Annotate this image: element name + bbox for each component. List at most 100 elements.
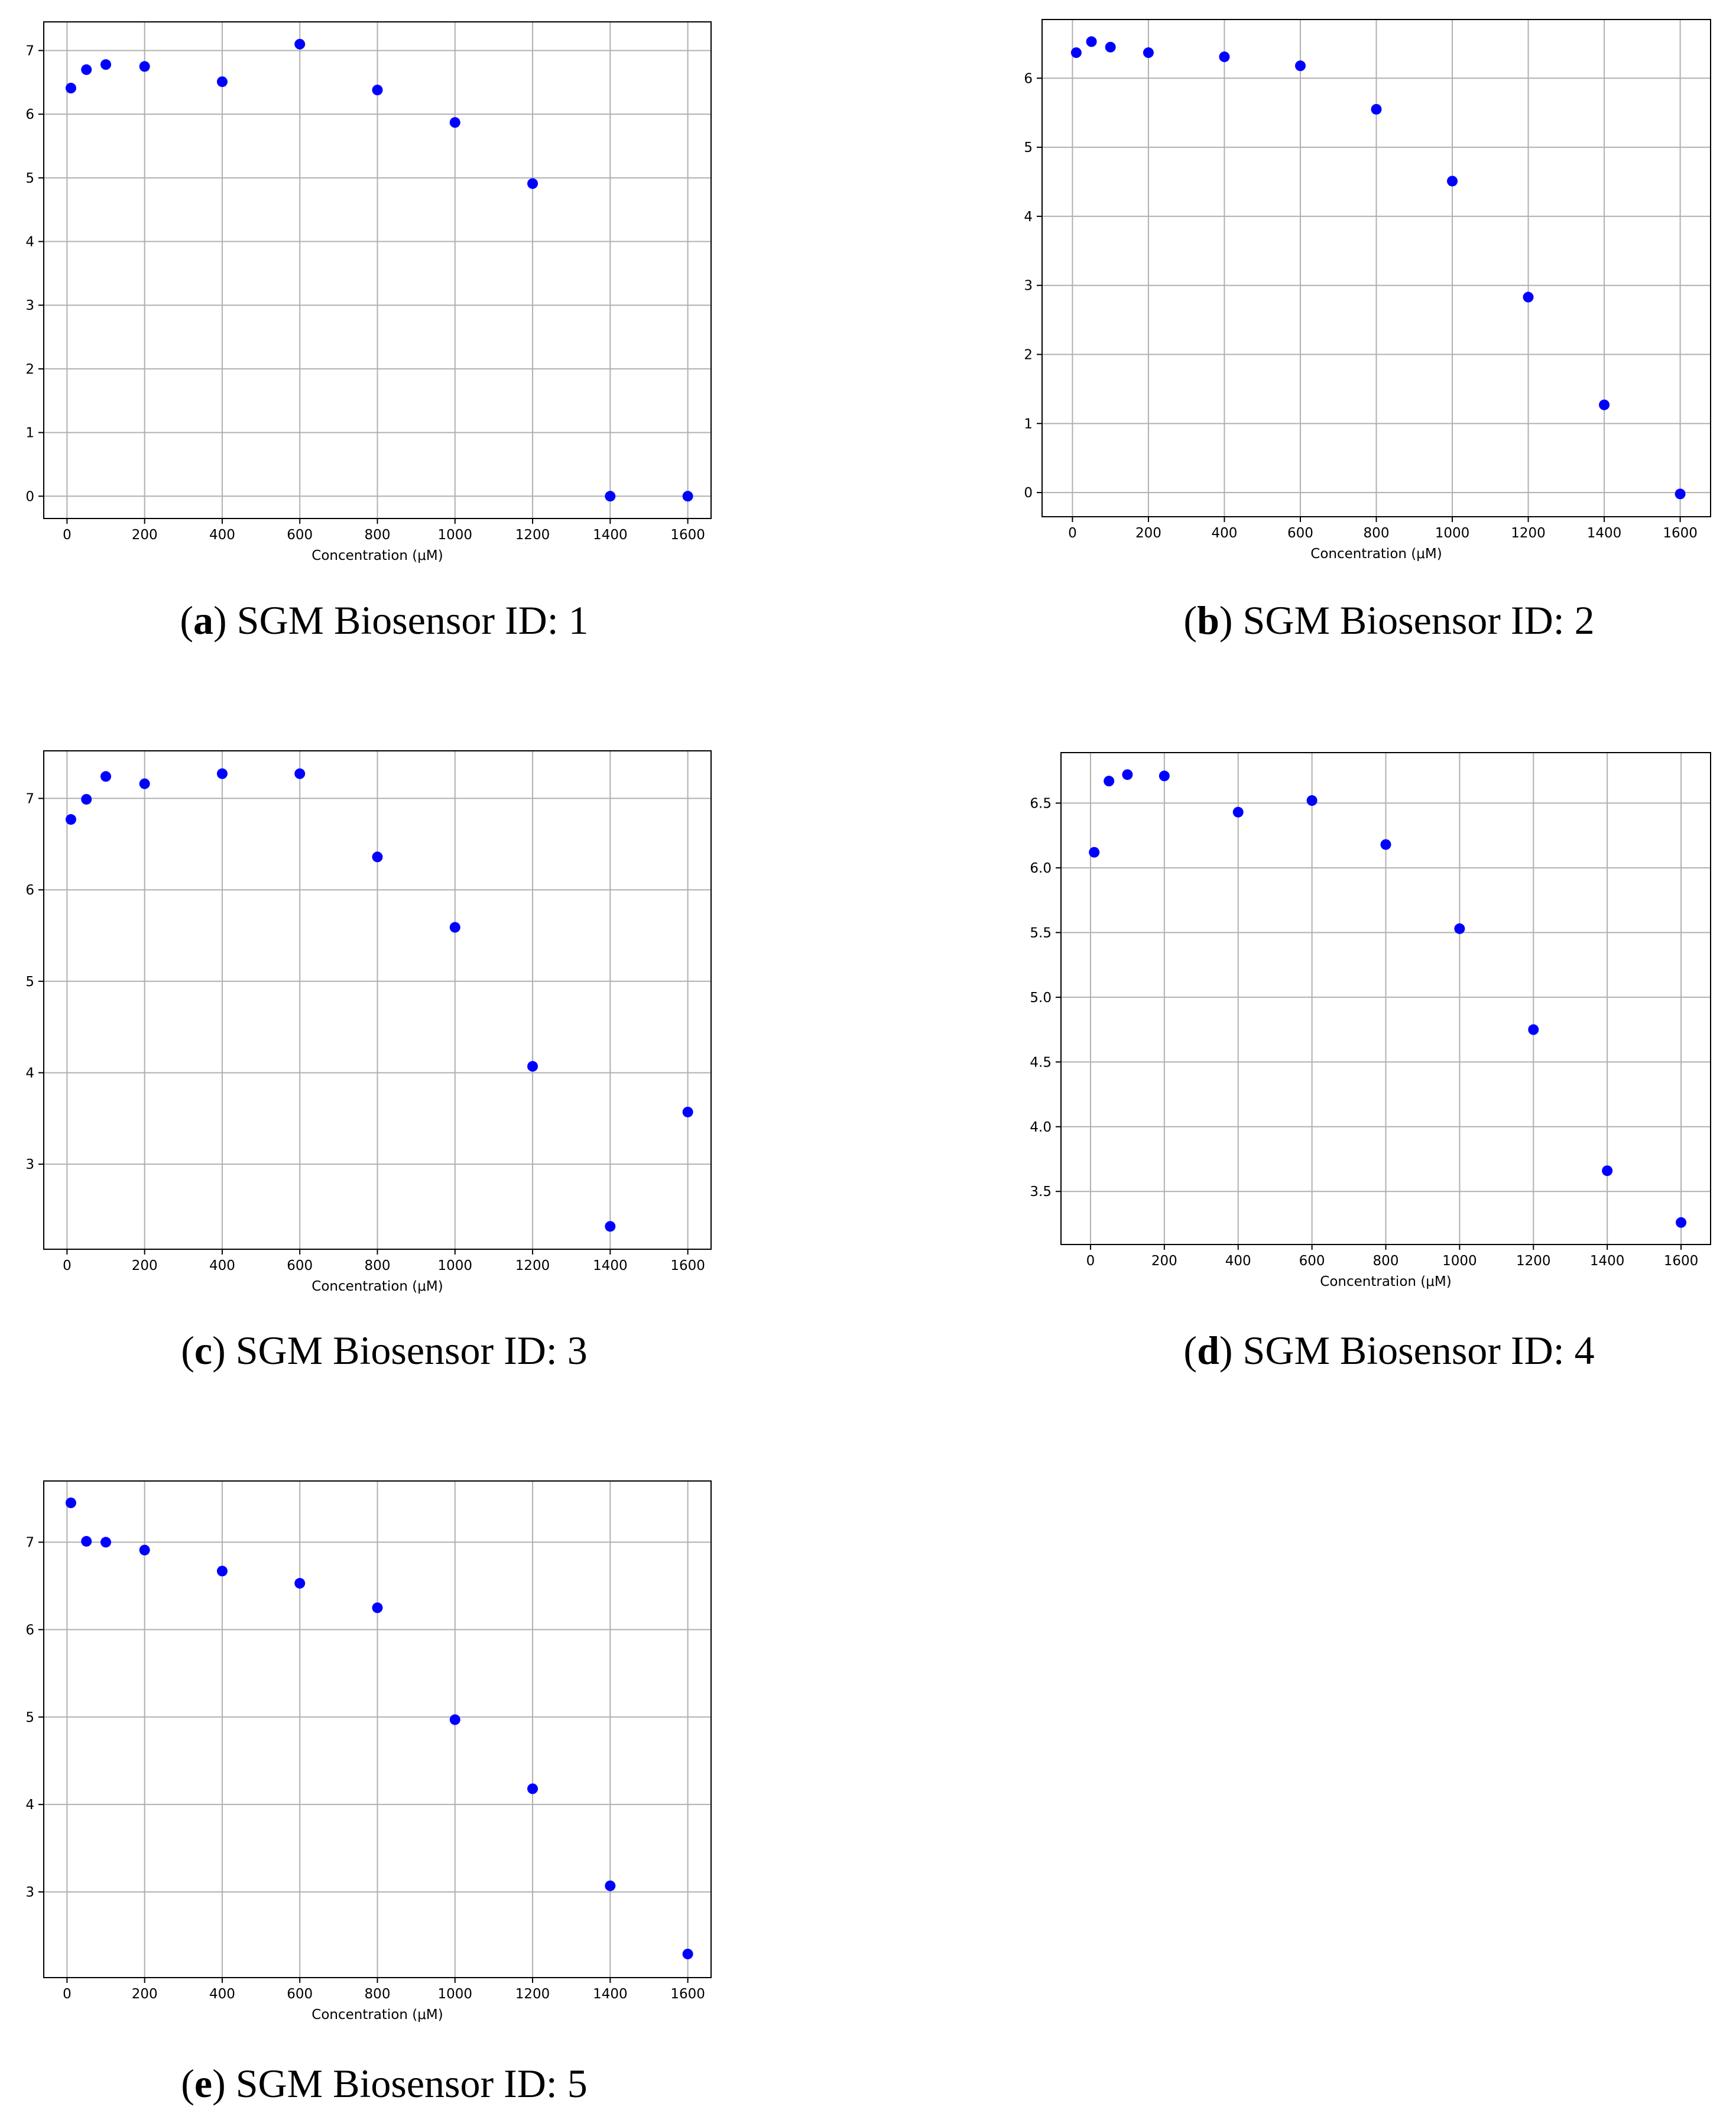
data-point	[1294, 60, 1306, 72]
x-tick-label: 1200	[515, 1258, 550, 1273]
x-tick-label: 800	[1373, 1253, 1399, 1269]
data-point	[81, 1536, 92, 1547]
x-tick-label: 200	[132, 527, 158, 543]
x-tick-label: 1400	[1587, 526, 1622, 541]
caption-d: (d) SGM Biosensor ID: 4	[1183, 1328, 1595, 1373]
data-point	[1447, 176, 1458, 187]
data-point	[372, 851, 383, 863]
data-point	[139, 61, 150, 72]
y-tick-label: 3	[25, 298, 34, 313]
chart-panel-d: 0 200 400 600 800 1000 1200 1400 1600 3.5 4.0 4.5 5.…	[1030, 752, 1711, 1373]
caption-letter-c: c	[194, 1328, 213, 1373]
data-point	[527, 178, 538, 189]
data-point	[1104, 776, 1115, 787]
y-tick-label: 4	[25, 235, 34, 250]
data-point	[1306, 795, 1318, 806]
x-tick-label: 0	[63, 527, 72, 543]
scatter-plot-a: 0 200 400 600 800 1000 1200 1400 1600 0 1 2 3 4 5 6 7 Con…	[25, 21, 712, 563]
chart-panel-b: 0 200 400 600 800 1000 1200 1400 1600 0 1 2 3 4 5 6 Conc…	[0, 0, 1736, 698]
data-points-a	[65, 38, 693, 502]
x-axis-label-e: Concentration (μM)	[311, 2007, 443, 2023]
x-tick-label: 1200	[515, 527, 550, 543]
x-tick-label: 1200	[1511, 526, 1546, 541]
x-tick-label: 800	[365, 527, 391, 543]
data-point	[449, 1714, 460, 1725]
chart-panel-c: 0 200 400 600 800 1000 1200 1400 1600 3 4 5 6 7 Concen…	[0, 0, 863, 1431]
data-point	[1122, 769, 1133, 780]
x-tick-label: 1000	[438, 1258, 473, 1273]
x-axis-label-b: Concentration (μM)	[1310, 546, 1442, 562]
data-point	[139, 778, 150, 789]
caption-c: (c) SGM Biosensor ID: 3	[181, 1328, 588, 1373]
data-point	[1675, 488, 1686, 500]
y-tick-label: 6.5	[1030, 796, 1052, 811]
y-tick-label: 5	[1024, 140, 1033, 155]
x-tick-label: 400	[1212, 526, 1238, 541]
y-tick-label: 6	[1024, 71, 1033, 86]
data-point	[372, 85, 383, 96]
x-tick-label: 400	[1225, 1253, 1251, 1269]
x-tick-label: 1400	[1590, 1253, 1625, 1269]
data-point	[449, 117, 460, 128]
x-tick-label: 600	[1287, 526, 1313, 541]
x-tick-label: 400	[209, 1986, 235, 2002]
y-tick-label: 7	[25, 1535, 34, 1551]
x-tick-label: 200	[132, 1258, 158, 1273]
data-point	[1143, 47, 1154, 59]
caption-text-d: SGM Biosensor ID: 4	[1242, 1328, 1595, 1373]
x-tick-label: 1600	[1663, 526, 1698, 541]
x-tick-label: 1000	[1435, 526, 1470, 541]
x-tick-label: 1000	[438, 527, 473, 543]
data-point	[81, 64, 92, 75]
chart-panel-a: 0 200 400 600 800 1000 1200 1400 1600 0 1 2 3 4 5 6 7 Con…	[0, 0, 863, 698]
y-tick-label: 4.5	[1030, 1055, 1052, 1070]
y-tick-label: 5	[25, 974, 34, 990]
y-tick-label: 6.0	[1030, 861, 1052, 876]
y-tick-label: 4	[25, 1797, 34, 1813]
caption-text-c: SGM Biosensor ID: 3	[235, 1328, 588, 1373]
y-tick-label: 4	[25, 1065, 34, 1081]
x-tick-label: 600	[287, 1986, 313, 2002]
x-tick-label: 1400	[593, 1986, 628, 2002]
grid-c	[44, 751, 711, 1249]
x-tick-label: 400	[209, 1258, 235, 1273]
x-tick-label: 1000	[1442, 1253, 1477, 1269]
data-point	[1159, 770, 1170, 782]
x-tick-label: 200	[132, 1986, 158, 2002]
y-tick-label: 3	[1024, 278, 1033, 294]
y-tick-label: 6	[25, 107, 34, 122]
x-tick-label: 1200	[1516, 1253, 1551, 1269]
data-point	[1676, 1217, 1687, 1228]
data-point	[1380, 839, 1391, 850]
data-point	[1528, 1024, 1539, 1035]
grid-d	[1061, 753, 1711, 1245]
data-point	[216, 1566, 228, 1577]
data-points-b	[1070, 36, 1686, 500]
x-tick-label: 400	[209, 527, 235, 543]
caption-text-a: SGM Biosensor ID: 1	[236, 598, 589, 643]
scatter-plot-e: 0 200 400 600 800 1000 1200 1400 1600 3 4 5 6 7 Concen…	[25, 1480, 712, 2023]
y-tick-label: 0	[1024, 485, 1033, 501]
y-tick-label: 1	[1024, 416, 1033, 432]
y-tick-label: 3.5	[1030, 1184, 1052, 1200]
caption-letter-e: e	[194, 2061, 213, 2106]
x-tick-label: 0	[1068, 526, 1077, 541]
y-tick-label: 2	[1024, 348, 1033, 363]
x-tick-label: 0	[63, 1258, 72, 1273]
x-tick-label: 800	[1364, 526, 1390, 541]
data-point	[100, 771, 112, 782]
grid-a	[44, 22, 711, 518]
chart-panel-e: 0 200 400 600 800 1000 1200 1400 1600 3 4 5 6 7 Concen…	[0, 0, 863, 2126]
data-point	[100, 1537, 112, 1548]
caption-a: (a) SGM Biosensor ID: 1	[180, 598, 589, 643]
data-point	[605, 491, 616, 502]
y-tick-label: 4.0	[1030, 1120, 1052, 1135]
data-point	[682, 1949, 693, 1960]
y-tick-label: 5.5	[1030, 925, 1052, 941]
x-axis-label-d: Concentration (μM)	[1320, 1274, 1451, 1289]
data-point	[65, 1497, 76, 1508]
x-tick-label: 800	[365, 1986, 391, 2002]
data-point	[682, 491, 693, 502]
caption-letter-a: a	[193, 598, 213, 643]
y-tick-label: 2	[25, 362, 34, 377]
